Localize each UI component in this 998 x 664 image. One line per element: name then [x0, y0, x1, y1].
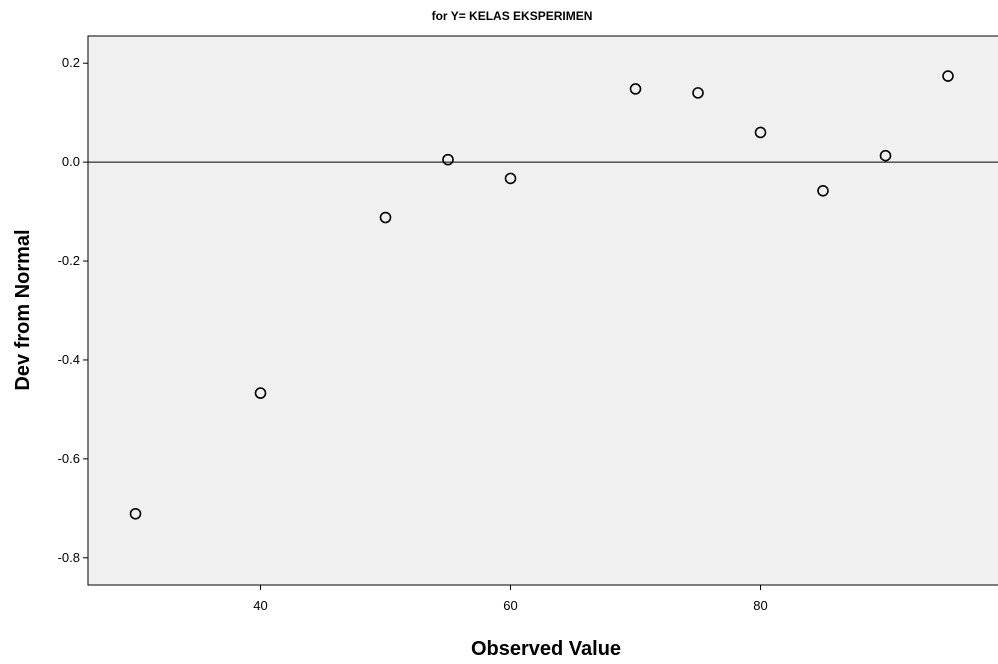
x-tick-label: 60 [503, 598, 517, 613]
data-point [379, 211, 392, 224]
data-point [754, 126, 767, 139]
data-point [254, 387, 267, 399]
y-tick-label: -0.2 [58, 253, 80, 268]
x-axis-title: Observed Value [471, 638, 621, 660]
data-point [879, 149, 892, 162]
data-point [504, 172, 517, 185]
y-axis-title: Dev from Normal [12, 229, 34, 390]
y-axis: 0.2 0.0 -0.2 -0.4 -0.6 -0.8 [58, 55, 88, 565]
y-tick-label: 0.0 [62, 154, 80, 169]
data-points [129, 70, 954, 520]
y-tick-label: 0.2 [62, 55, 80, 70]
chart-title: for Y= KELAS EKSPERIMEN [432, 9, 593, 23]
plot-area [87, 35, 998, 586]
y-tick-label: -0.6 [58, 451, 80, 466]
data-point [817, 185, 829, 197]
data-point [692, 87, 704, 99]
data-point [442, 153, 454, 166]
data-point [129, 507, 142, 520]
data-point [629, 83, 642, 95]
y-tick-label: -0.4 [58, 352, 80, 367]
x-tick-label: 80 [753, 598, 767, 613]
x-tick-label: 40 [253, 598, 267, 613]
y-tick-label: -0.8 [58, 550, 80, 565]
data-point [942, 70, 954, 82]
x-axis: 406080100 [253, 585, 768, 613]
